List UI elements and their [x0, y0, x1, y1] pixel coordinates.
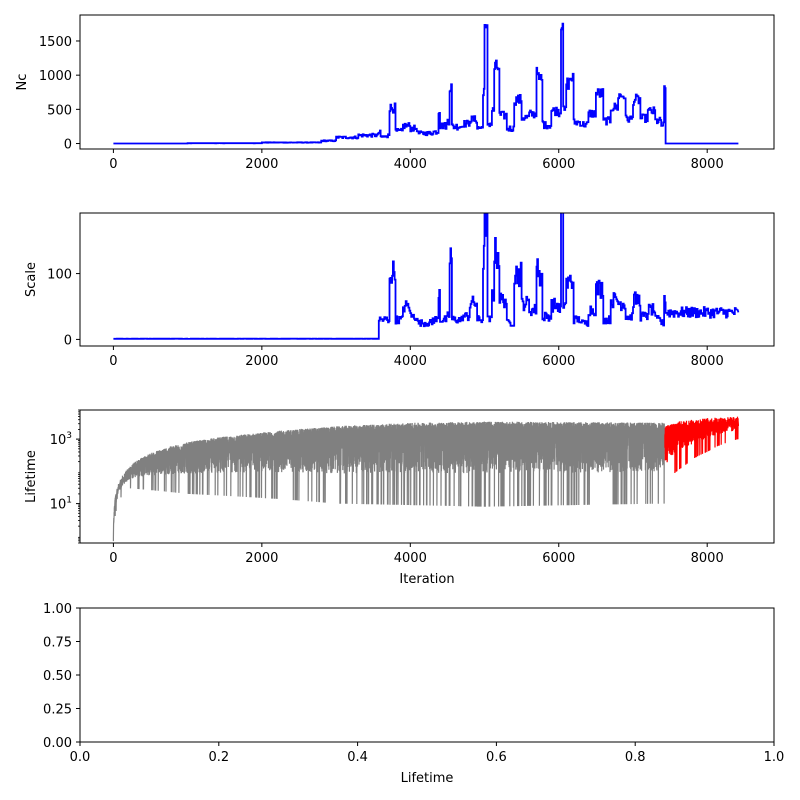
- y-axis-label: Lifetime: [24, 450, 39, 503]
- plot-frame: [79, 14, 775, 150]
- series-band-1: [664, 416, 739, 474]
- x-tick-label: 0: [109, 157, 117, 172]
- x-axis-label: Lifetime: [401, 771, 454, 786]
- x-tick-label: 6000: [542, 551, 575, 566]
- x-axis-label: Iteration: [399, 572, 454, 587]
- plot-frame: [79, 607, 775, 743]
- y-tick-label: 103: [50, 431, 72, 448]
- x-tick-label: 8000: [691, 551, 724, 566]
- y-tick-label: 500: [47, 103, 72, 118]
- y-tick-label: 0: [64, 138, 72, 153]
- x-tick-label: 0: [109, 354, 117, 369]
- series-line-0: [113, 22, 739, 145]
- x-tick-label: 6000: [542, 354, 575, 369]
- y-axis-label: Scale: [24, 262, 39, 297]
- y-tick-label: 0.00: [43, 736, 72, 751]
- y-tick-label: 0: [64, 333, 72, 348]
- nc-panel: 0 2000 4000 6000 8000 0 500 1000 1500 Nc: [15, 14, 775, 172]
- x-tick-label: 4000: [394, 354, 427, 369]
- x-tick-label: 8000: [691, 157, 724, 172]
- x-tick-label: 4000: [394, 551, 427, 566]
- x-tick-label: 0: [109, 551, 117, 566]
- x-tick-label: 0.4: [347, 750, 368, 765]
- x-tick-label: 2000: [245, 157, 278, 172]
- y-tick-label: 1000: [39, 69, 72, 84]
- x-tick-label: 1.0: [764, 750, 785, 765]
- lifetime-histogram-panel: 0.0 0.2 0.4 0.6 0.8 1.0 0.00 0.25 0.50 0.75 1.00 Li…: [43, 602, 784, 786]
- y-tick-label: 101: [50, 496, 72, 513]
- scale-panel: 0 2000 4000 6000 8000 0 100 Scale: [24, 212, 775, 369]
- x-tick-label: 4000: [394, 157, 427, 172]
- plot-frame: [79, 212, 775, 347]
- x-tick-label: 0.2: [208, 750, 229, 765]
- y-tick-label: 1500: [39, 35, 72, 50]
- series-line-0: [113, 213, 740, 340]
- x-tick-label: 2000: [245, 354, 278, 369]
- x-tick-label: 8000: [691, 354, 724, 369]
- y-tick-label: 0.75: [43, 636, 72, 651]
- x-tick-label: 0.0: [70, 750, 91, 765]
- lifetime-panel: 0 2000 4000 6000 8000 101 103 Lifetime Iteration: [24, 409, 775, 587]
- series-band-0: [112, 421, 666, 542]
- y-axis-label: Nc: [15, 74, 30, 91]
- x-tick-label: 0.6: [486, 750, 507, 765]
- y-tick-label: 0.25: [43, 703, 72, 718]
- x-tick-label: 6000: [542, 157, 575, 172]
- y-tick-label: 0.50: [43, 669, 72, 684]
- y-tick-label: 100: [47, 268, 72, 283]
- x-tick-label: 2000: [245, 551, 278, 566]
- x-tick-label: 0.8: [625, 750, 646, 765]
- y-tick-label: 1.00: [43, 602, 72, 617]
